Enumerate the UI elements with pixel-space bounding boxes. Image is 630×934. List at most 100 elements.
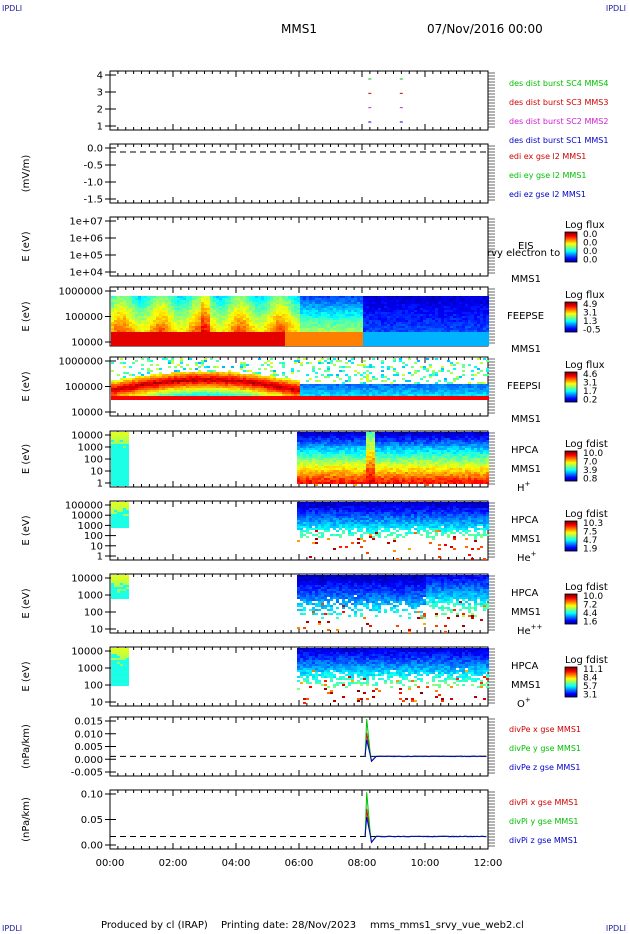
spectro-cell	[423, 314, 426, 316]
spectro-cell	[180, 308, 183, 310]
spectro-cell	[459, 332, 462, 334]
spectro-cell	[135, 304, 138, 306]
spectro-cell	[426, 302, 429, 304]
spectro-cell	[234, 374, 237, 376]
spectro-cell	[486, 308, 489, 310]
spectro-cell	[228, 392, 231, 394]
spectro-cell	[336, 342, 339, 344]
spectro-cell	[312, 326, 315, 328]
spectro-cell	[351, 308, 354, 310]
spectro-cell	[252, 336, 255, 338]
spectro-cell	[297, 396, 300, 398]
spectro-cell	[141, 388, 144, 390]
spectro-cell	[141, 310, 144, 312]
spectro-cell	[195, 398, 198, 400]
spectro-cell	[183, 374, 186, 376]
spectro-cell	[342, 320, 345, 322]
spectro-cell	[120, 396, 123, 398]
spectro-cell	[459, 298, 462, 300]
spectro-cell	[126, 392, 129, 394]
spectro-cell	[177, 338, 180, 340]
spectro-cell	[207, 342, 210, 344]
spectro-cell	[240, 368, 243, 370]
spectro-cell	[156, 368, 159, 370]
spectro-cell	[339, 390, 342, 392]
spectro-cell	[309, 328, 312, 330]
spectro-cell	[372, 334, 375, 336]
spectro-cell	[222, 332, 225, 334]
spectro-cell	[162, 398, 165, 400]
spectro-cell	[240, 310, 243, 312]
spectro-cell	[141, 312, 144, 314]
spectro-cell	[471, 336, 474, 338]
spectro-cell	[147, 382, 150, 384]
spectro-cell	[174, 340, 177, 342]
spectro-cell	[222, 380, 225, 382]
spectro-cell	[291, 370, 294, 372]
spectro-cell	[354, 312, 357, 314]
spectro-cell	[132, 374, 135, 376]
spectro-cell	[171, 326, 174, 328]
spectro-cell	[159, 390, 162, 392]
spectro-cell	[342, 314, 345, 316]
spectro-cell	[192, 310, 195, 312]
spectro-cell	[285, 326, 288, 328]
spectro-cell	[117, 384, 120, 386]
spectro-cell	[165, 336, 168, 338]
spectro-cell	[333, 396, 336, 398]
spectro-cell	[333, 330, 336, 332]
spectro-cell	[252, 380, 255, 382]
spectro-cell	[129, 300, 132, 302]
spectro-cell	[336, 312, 339, 314]
spectro-cell	[240, 316, 243, 318]
spectro-cell	[180, 388, 183, 390]
spectro-cell	[435, 334, 438, 336]
spectro-cell	[165, 316, 168, 318]
spectro-cell	[324, 342, 327, 344]
spectro-cell	[132, 328, 135, 330]
spectro-cell	[378, 324, 381, 326]
spectro-cell	[204, 312, 207, 314]
spectro-cell	[312, 336, 315, 338]
spectro-cell	[342, 386, 345, 388]
spectro-cell	[306, 320, 309, 322]
spectro-cell	[153, 380, 156, 382]
spectro-cell	[471, 326, 474, 328]
spectro-cell	[339, 334, 342, 336]
spectro-cell	[177, 340, 180, 342]
spectro-cell	[426, 312, 429, 314]
spectro-cell	[180, 398, 183, 400]
spectro-cell	[150, 324, 153, 326]
spectro-cell	[156, 304, 159, 306]
spectro-cell	[228, 330, 231, 332]
spectro-cell	[480, 334, 483, 336]
spectro-cell	[150, 374, 153, 376]
spectro-cell	[342, 390, 345, 392]
spectro-cell	[468, 298, 471, 300]
spectro-cell	[168, 312, 171, 314]
spectro-cell	[483, 336, 486, 338]
spectro-cell	[216, 306, 219, 308]
spectro-cell	[486, 328, 489, 330]
spectro-cell	[120, 380, 123, 382]
spectro-cell	[231, 340, 234, 342]
spectro-cell	[273, 392, 276, 394]
spectro-cell	[201, 382, 204, 384]
spectro-cell	[435, 324, 438, 326]
spectro-cell	[255, 300, 258, 302]
spectro-cell	[471, 320, 474, 322]
spectro-cell	[150, 370, 153, 372]
spectro-cell	[453, 300, 456, 302]
spectro-cell	[111, 320, 114, 322]
spectro-cell	[348, 342, 351, 344]
spectro-cell	[153, 378, 156, 380]
spectro-cell	[378, 330, 381, 332]
spectro-cell	[378, 312, 381, 314]
spectro-cell	[279, 300, 282, 302]
spectro-cell	[189, 398, 192, 400]
spectro-cell	[303, 394, 306, 396]
spectro-cell	[135, 332, 138, 334]
spectro-cell	[375, 328, 378, 330]
spectro-cell	[390, 304, 393, 306]
spectro-cell	[111, 370, 114, 372]
